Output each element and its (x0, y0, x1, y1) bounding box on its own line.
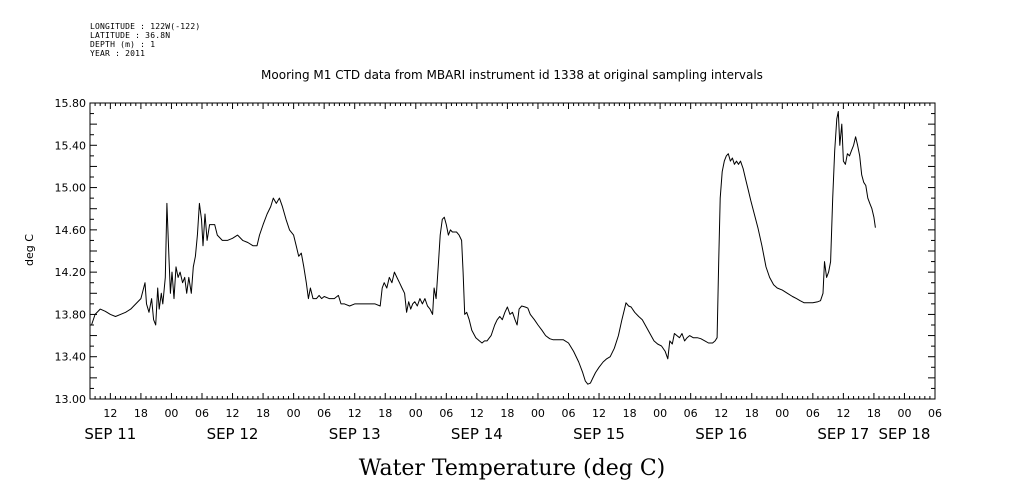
y-tick-label: 13.00 (55, 393, 87, 406)
x-hour-label: 06 (195, 407, 209, 420)
x-hour-label: 12 (470, 407, 484, 420)
x-hour-label: 00 (531, 407, 545, 420)
x-hour-label: 12 (226, 407, 240, 420)
x-hour-label: 12 (714, 407, 728, 420)
x-axis: 12 18 00 06 12 18 00 06 12 18 00 06 12 18 00 06 12 18 00 06… (84, 103, 942, 443)
x-hour-label: 18 (867, 407, 881, 420)
y-tick-label: 14.60 (55, 224, 87, 237)
x-date-label: SEP 12 (207, 425, 259, 443)
x-hour-label: 12 (103, 407, 117, 420)
chart-title: Mooring M1 CTD data from MBARI instrumen… (261, 68, 763, 82)
plot-frame (89, 102, 936, 400)
x-hour-label: 00 (897, 407, 911, 420)
x-hour-label: 18 (745, 407, 759, 420)
x-hour-label: 06 (439, 407, 453, 420)
y-axis-label: deg C (23, 234, 36, 266)
x-date-label: SEP 17 (817, 425, 869, 443)
y-tick-label: 15.80 (55, 97, 87, 110)
x-hour-label: 18 (623, 407, 637, 420)
x-hour-label: 18 (378, 407, 392, 420)
x-hour-label: 00 (653, 407, 667, 420)
x-date-label: SEP 18 (879, 425, 931, 443)
x-hour-label: 06 (317, 407, 331, 420)
x-hour-label: 12 (592, 407, 606, 420)
x-hour-label: 18 (134, 407, 148, 420)
x-date-label: SEP 11 (84, 425, 136, 443)
x-date-label: SEP 13 (329, 425, 381, 443)
series-group (91, 111, 876, 385)
x-hour-label: 12 (348, 407, 362, 420)
x-hour-label: 18 (500, 407, 514, 420)
x-hour-label: 12 (836, 407, 850, 420)
year-text: YEAR : 2011 (90, 49, 146, 58)
y-tick-label: 14.20 (55, 266, 87, 279)
x-hour-label: 00 (287, 407, 301, 420)
latitude-text: LATITUDE : 36.8N (90, 31, 171, 40)
y-tick-label: 13.80 (55, 308, 87, 321)
y-tick-label: 15.40 (55, 139, 87, 152)
x-hour-label: 06 (928, 407, 942, 420)
longitude-text: LONGITUDE : 122W(-122) (90, 22, 201, 31)
x-hour-label: 00 (409, 407, 423, 420)
y-tick-label: 13.40 (55, 351, 87, 364)
y-axis: 13.00 13.40 13.80 14.20 14.60 15.00 15.40 15.80 (55, 97, 935, 406)
depth-text: DEPTH (m) : 1 (90, 40, 156, 49)
metadata-block: LONGITUDE : 122W(-122) LATITUDE : 36.8N … (90, 22, 200, 58)
y-tick-label: 15.00 (55, 182, 87, 195)
x-hour-label: 06 (806, 407, 820, 420)
x-hour-label: 06 (684, 407, 698, 420)
temperature-series-line (91, 111, 876, 385)
x-hour-label: 18 (256, 407, 270, 420)
x-date-label: SEP 14 (451, 425, 503, 443)
x-axis-label: Water Temperature (deg C) (359, 456, 666, 481)
x-date-label: SEP 16 (695, 425, 747, 443)
x-date-label: SEP 15 (573, 425, 625, 443)
x-hour-label: 06 (561, 407, 575, 420)
x-hour-label: 00 (164, 407, 178, 420)
x-hour-label: 00 (775, 407, 789, 420)
